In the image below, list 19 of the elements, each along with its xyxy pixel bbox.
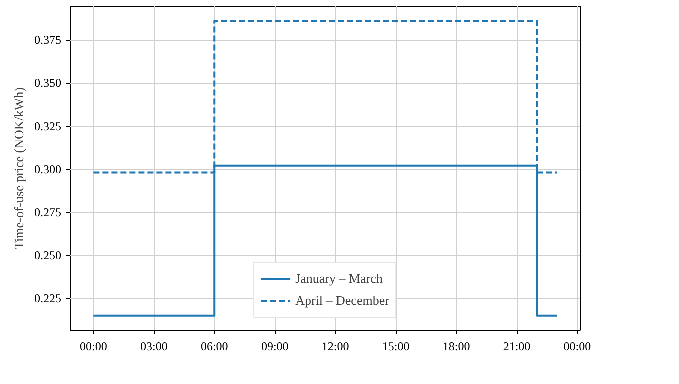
x-tick-label: 00:00 — [80, 340, 108, 354]
x-tick-label: 03:00 — [140, 340, 168, 354]
y-tick-label: 0.350 — [34, 76, 62, 90]
x-tick-label: 18:00 — [442, 340, 470, 354]
x-tick-label: 06:00 — [200, 340, 228, 354]
x-tick-label: 09:00 — [261, 340, 289, 354]
y-tick-label: 0.225 — [34, 292, 62, 306]
legend-label: April – December — [296, 293, 390, 309]
x-tick-label: 15:00 — [382, 340, 410, 354]
y-tick-label: 0.300 — [34, 162, 62, 176]
y-tick-label: 0.325 — [34, 119, 62, 134]
x-tick-label: 21:00 — [503, 340, 531, 354]
legend-label: January – March — [296, 271, 383, 287]
y-tick-label: 0.250 — [34, 248, 62, 263]
x-tick-label: 12:00 — [322, 340, 350, 354]
x-tick-label: 00:00 — [564, 340, 592, 354]
y-axis-title: Time-of-use price (NOK/kWh) — [12, 88, 26, 250]
y-tick-label: 0.375 — [34, 33, 62, 48]
y-tick-label: 0.275 — [34, 205, 62, 220]
